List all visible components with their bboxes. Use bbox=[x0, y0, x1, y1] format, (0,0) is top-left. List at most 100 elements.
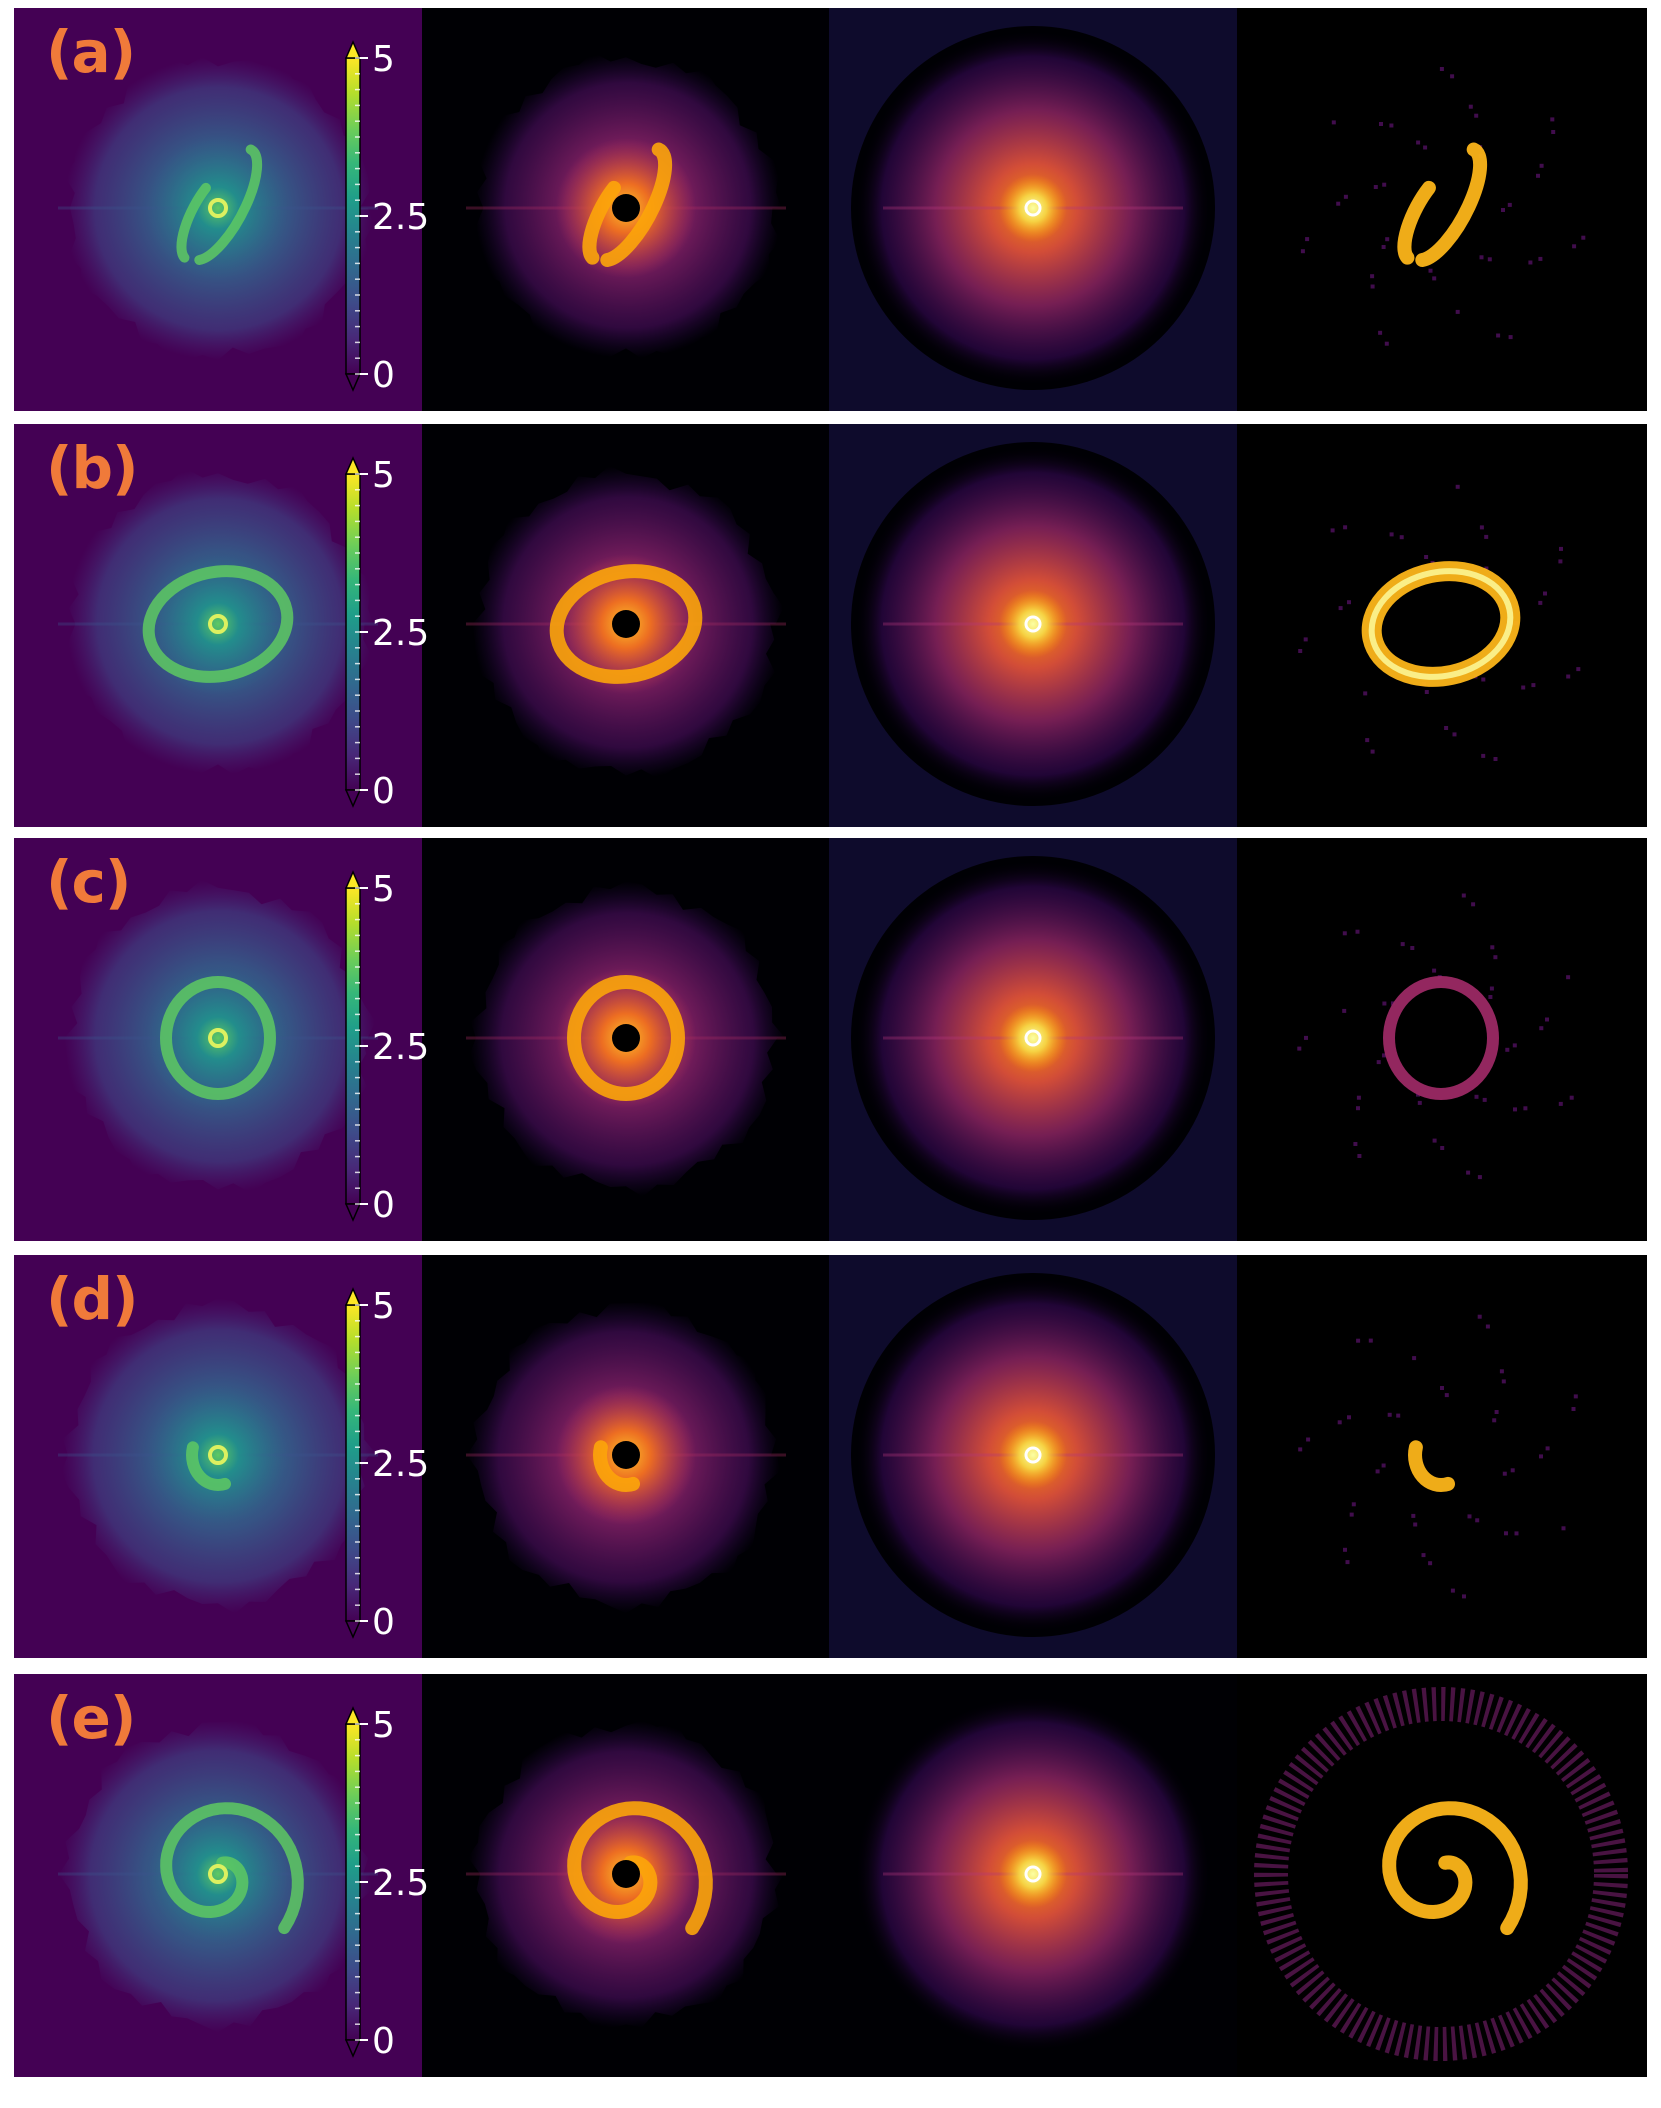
noise-pixel bbox=[1512, 1043, 1517, 1048]
disk-structure-ring bbox=[142, 565, 294, 683]
noise-pixel bbox=[1345, 1560, 1350, 1565]
noise-pixel bbox=[1481, 753, 1486, 758]
noise-pixel bbox=[1488, 995, 1493, 999]
noise-pixel bbox=[1305, 237, 1310, 242]
noise-pixel bbox=[1331, 120, 1336, 125]
panel-residual-map bbox=[1237, 8, 1647, 411]
noise-pixel bbox=[1428, 1561, 1433, 1566]
colorbar-tick-label: 5 bbox=[372, 39, 395, 80]
noise-pixel bbox=[1521, 685, 1526, 690]
noise-pixel bbox=[1428, 268, 1433, 273]
noise-pixel bbox=[1561, 1526, 1566, 1531]
colorbar-tick-label: 2.5 bbox=[372, 1863, 429, 1904]
central-ring-marker bbox=[1024, 199, 1042, 217]
panel-inferno-map-masked bbox=[422, 1674, 829, 2077]
noise-pixel bbox=[1356, 1338, 1361, 1343]
inferno-circular-image bbox=[829, 838, 1237, 1241]
noise-pixel bbox=[1481, 677, 1486, 682]
noise-pixel bbox=[1297, 1046, 1302, 1051]
stellar-core bbox=[999, 1421, 1067, 1489]
colorbar-extend-min bbox=[344, 789, 362, 808]
noise-pixel bbox=[1381, 245, 1386, 249]
noise-pixel bbox=[1411, 1513, 1416, 1518]
noise-pixel bbox=[1502, 1471, 1507, 1476]
figure-row-inclined-disk: (a) 5 2.5 0 bbox=[14, 8, 1647, 411]
noise-pixel bbox=[1306, 1437, 1311, 1442]
noise-pixel bbox=[1573, 1394, 1578, 1399]
noise-pixel bbox=[1349, 1512, 1354, 1517]
inferno-circular-image bbox=[829, 8, 1237, 411]
noise-pixel bbox=[1396, 1413, 1401, 1418]
noise-pixel bbox=[1400, 942, 1405, 947]
noise-pixel bbox=[1581, 235, 1586, 240]
noise-pixel bbox=[1439, 67, 1444, 71]
noise-pixel bbox=[1566, 975, 1571, 980]
colorbar: 52.50 bbox=[344, 1286, 429, 1643]
noise-pixel bbox=[1475, 1518, 1480, 1523]
ring-highlight bbox=[1368, 568, 1514, 680]
noise-pixel bbox=[1450, 74, 1455, 79]
noise-pixel bbox=[1572, 244, 1577, 249]
noise-pixel bbox=[1440, 1146, 1445, 1150]
noise-pixel bbox=[1507, 202, 1512, 207]
panel-inferno-map-masked bbox=[422, 1255, 829, 1658]
central-ring-marker bbox=[208, 1445, 228, 1465]
disk-structure-faint-ring bbox=[1383, 976, 1499, 1100]
noise-pixel bbox=[1375, 1469, 1380, 1474]
disk-structure-inclined-disk bbox=[176, 144, 263, 266]
noise-pixel bbox=[1382, 182, 1387, 187]
disk-structure-faint-ring bbox=[567, 975, 685, 1101]
figure-row-arc: (d) 5 2.5 0 bbox=[14, 1255, 1647, 1658]
colorbar-extend-max bbox=[344, 1706, 362, 1725]
noise-pixel bbox=[1353, 1142, 1358, 1146]
colorbar-extend-min bbox=[344, 1203, 362, 1222]
coronagraph-mask bbox=[612, 1860, 640, 1888]
noise-pixel bbox=[1412, 1356, 1417, 1361]
noise-pixel bbox=[1450, 1588, 1455, 1593]
noise-pixel bbox=[1370, 749, 1375, 754]
noise-pixel bbox=[1505, 1047, 1510, 1052]
colorbar-extend-max bbox=[344, 1287, 362, 1306]
noise-pixel bbox=[1381, 1463, 1386, 1468]
panel-inferno-map-circular bbox=[829, 838, 1237, 1241]
central-ring-marker bbox=[1024, 1446, 1042, 1464]
noise-pixel bbox=[1303, 637, 1308, 642]
noise-pixel bbox=[1479, 255, 1484, 260]
noise-pixel bbox=[1496, 333, 1501, 338]
panel-residual-map bbox=[1237, 1255, 1647, 1658]
disk-structure-ring bbox=[549, 564, 703, 684]
noise-pixel bbox=[1399, 535, 1404, 540]
noise-pixel bbox=[1298, 1447, 1303, 1452]
noise-pixel bbox=[1501, 1379, 1506, 1384]
disk-structure-faint-ring bbox=[160, 976, 276, 1100]
noise-pixel bbox=[1490, 945, 1495, 950]
panel-inferno-map-circular bbox=[829, 8, 1237, 411]
disk-structure-spiral bbox=[1382, 1801, 1528, 1936]
noise-pixel bbox=[1452, 732, 1457, 737]
central-ring-marker bbox=[208, 198, 228, 218]
residual-image bbox=[1237, 838, 1647, 1241]
stellar-core bbox=[999, 174, 1067, 242]
noise-pixel bbox=[1382, 1001, 1387, 1006]
noise-pixel bbox=[1493, 757, 1498, 761]
noise-pixel bbox=[1550, 117, 1555, 122]
noise-pixel bbox=[1566, 674, 1571, 679]
colorbar: 52.50 bbox=[344, 455, 429, 812]
noise-pixel bbox=[1551, 130, 1556, 134]
panel-label: (a) bbox=[46, 18, 136, 86]
noise-pixel bbox=[1484, 534, 1489, 539]
inferno-circular-image bbox=[829, 1255, 1237, 1658]
noise-pixel bbox=[1467, 1514, 1472, 1519]
noise-pixel bbox=[1462, 1594, 1466, 1599]
coronagraph-mask bbox=[612, 1441, 640, 1469]
noise-pixel bbox=[1545, 1446, 1550, 1451]
colorbar-extend-max bbox=[344, 40, 362, 59]
stellar-core bbox=[999, 1840, 1067, 1908]
inferno-masked-image bbox=[422, 424, 829, 827]
noise-pixel bbox=[1466, 1170, 1471, 1175]
panel-inferno-map-masked bbox=[422, 838, 829, 1241]
noise-pixel bbox=[1382, 1053, 1386, 1058]
colorbar: 52.50 bbox=[344, 39, 429, 396]
noise-pixel bbox=[1494, 1410, 1499, 1414]
noise-pixel bbox=[1342, 931, 1347, 936]
